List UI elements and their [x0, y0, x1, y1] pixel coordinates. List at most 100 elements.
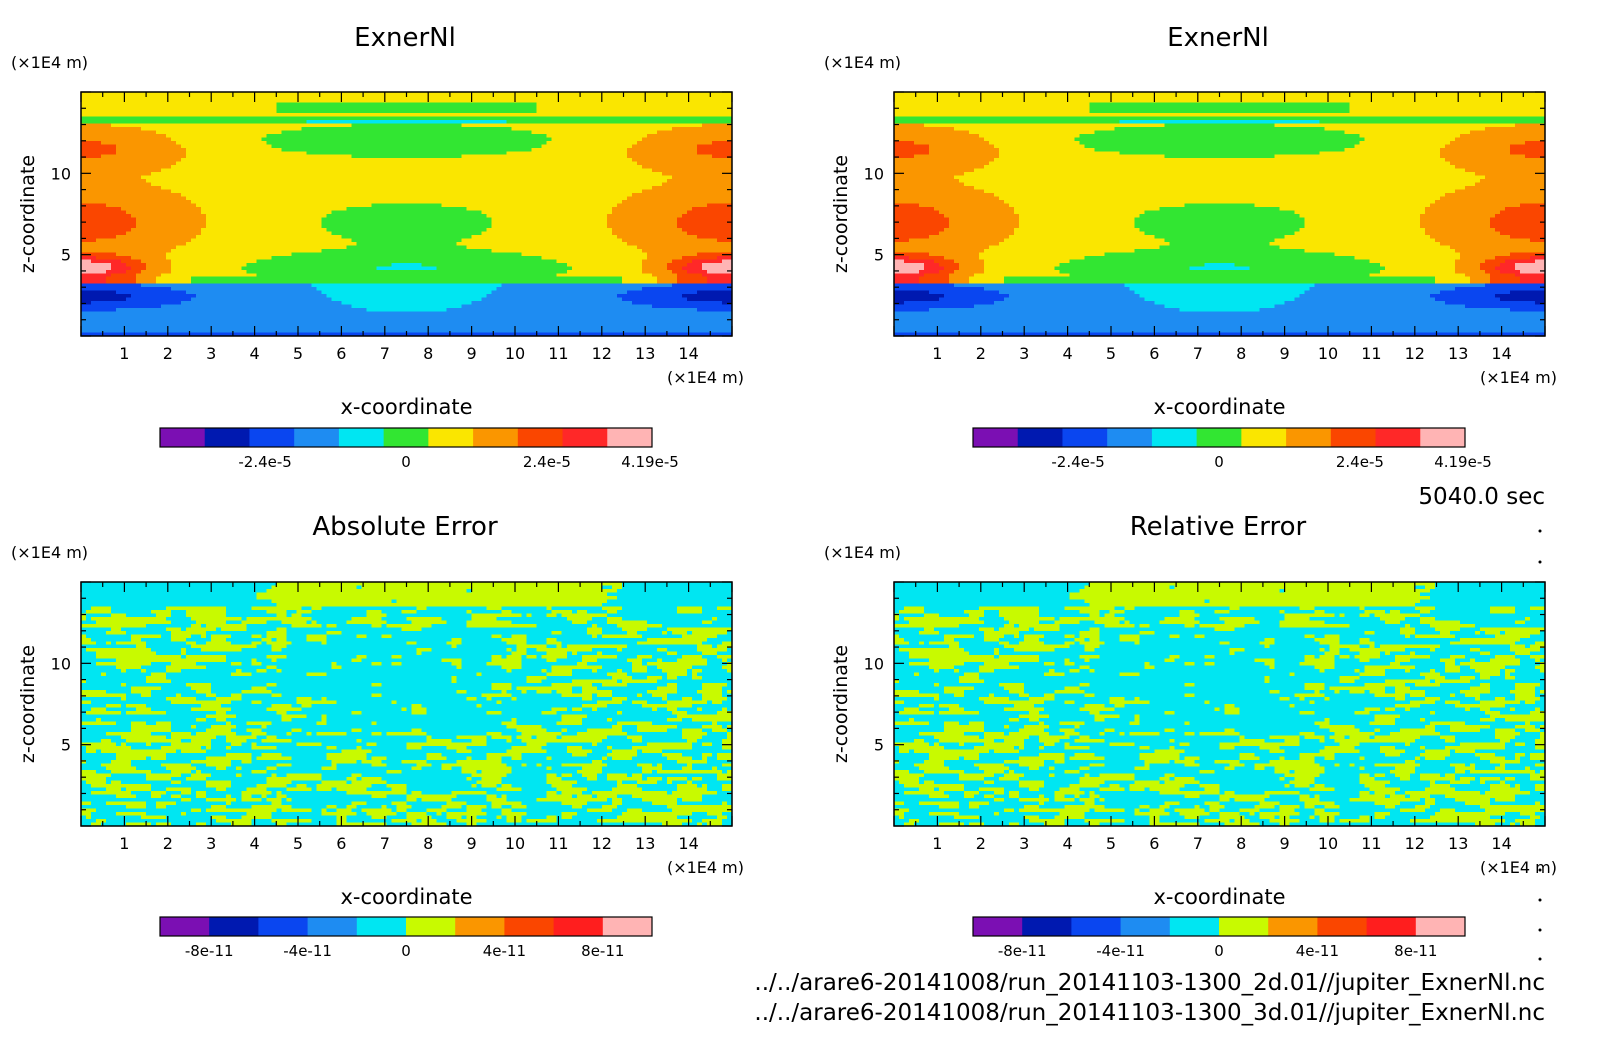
heatmap-cell — [1364, 683, 1406, 688]
heatmap-cell — [566, 651, 573, 656]
heatmap-cell — [1269, 749, 1286, 754]
heatmap-cell — [171, 735, 217, 740]
heatmap-cell — [1234, 745, 1261, 750]
heatmap-cell — [321, 641, 327, 646]
heatmap-cell — [656, 679, 733, 684]
heatmap-cell — [691, 207, 733, 212]
heatmap-cell — [1509, 738, 1536, 743]
heatmap-cell — [676, 759, 708, 764]
heatmap-cell — [1324, 634, 1341, 639]
heatmap-cell — [1469, 780, 1481, 785]
heatmap-cell — [1089, 808, 1095, 813]
heatmap-cell — [969, 276, 1005, 281]
heatmap-cell — [641, 773, 718, 778]
heatmap-cell — [1044, 759, 1055, 764]
heatmap-cell — [1489, 276, 1521, 281]
heatmap-cell — [221, 704, 272, 709]
heatmap-cell — [556, 613, 563, 618]
heatmap-cell — [431, 815, 448, 820]
heatmap-cell — [969, 805, 980, 810]
heatmap-cell — [894, 585, 1085, 590]
heatmap-cell — [1354, 724, 1426, 729]
heatmap-cell — [1499, 297, 1546, 302]
heatmap-cell — [556, 710, 618, 716]
heatmap-cell — [616, 595, 733, 601]
heatmap-cell — [421, 704, 478, 709]
heatmap-cell — [81, 203, 107, 208]
heatmap-cell — [1474, 172, 1546, 177]
heatmap-cell — [541, 763, 563, 768]
heatmap-cell — [999, 627, 1030, 632]
heatmap-cell — [526, 805, 573, 810]
heatmap-cell — [1254, 763, 1321, 768]
heatmap-cell — [1164, 728, 1176, 733]
heatmap-cell — [491, 683, 513, 688]
heatmap-cell — [1379, 616, 1406, 621]
heatmap-cell — [471, 756, 488, 761]
heatmap-cell — [1479, 780, 1486, 785]
heatmap-cell — [686, 780, 693, 785]
heatmap-cell — [676, 690, 698, 695]
heatmap-cell — [366, 308, 448, 313]
heatmap-cell — [416, 819, 423, 824]
heatmap-cell — [1064, 742, 1070, 747]
chart-title: ExnerNl — [1167, 23, 1269, 53]
heatmap-cell — [1029, 710, 1040, 716]
x-tick-label: 5 — [1106, 344, 1116, 363]
heatmap-cell — [371, 623, 383, 628]
heatmap-cell — [421, 651, 513, 656]
heatmap-cell — [1174, 710, 1226, 716]
heatmap-cell — [1399, 630, 1416, 635]
heatmap-cell — [456, 735, 488, 740]
heatmap-cell — [1064, 822, 1090, 827]
heatmap-cell — [426, 808, 448, 813]
heatmap-cell — [1039, 815, 1055, 820]
heatmap-cell — [81, 318, 733, 323]
heatmap-cell — [1379, 707, 1386, 712]
heatmap-cell — [396, 700, 498, 705]
heatmap-cell — [81, 731, 107, 736]
heatmap-cell — [81, 801, 92, 806]
heatmap-cell — [81, 248, 172, 253]
heatmap-cell — [909, 819, 920, 824]
heatmap-cell — [994, 193, 1446, 198]
heatmap-cell — [1394, 805, 1416, 810]
heatmap-cell — [894, 276, 920, 281]
heatmap-cell — [641, 808, 673, 813]
heatmap-cell — [1534, 801, 1541, 806]
heatmap-cell — [1449, 630, 1476, 635]
heatmap-cell — [621, 238, 718, 243]
heatmap-cell — [1449, 728, 1481, 733]
heatmap-cell — [924, 613, 940, 618]
heatmap-cell — [1044, 745, 1065, 750]
heatmap-cell — [231, 780, 267, 785]
heatmap-cell — [1014, 745, 1020, 750]
heatmap-cell — [1359, 794, 1386, 799]
heatmap-cell — [586, 752, 608, 757]
heatmap-cell — [141, 693, 152, 698]
heatmap-cell — [526, 819, 558, 824]
heatmap-cell — [226, 794, 232, 799]
heatmap-cell — [894, 220, 950, 226]
colorbar-tick-label: 8e-11 — [1394, 942, 1437, 960]
heatmap-cell — [546, 791, 558, 796]
heatmap-cell — [106, 269, 127, 274]
heatmap-cell — [1444, 669, 1461, 674]
heatmap-cell — [361, 585, 603, 590]
heatmap-cell — [586, 808, 613, 813]
heatmap-cell — [81, 794, 117, 799]
heatmap-cell — [601, 665, 633, 670]
heatmap-cell — [141, 665, 167, 670]
heatmap-cell — [894, 644, 950, 649]
heatmap-cell — [681, 731, 708, 736]
heatmap-cell — [431, 735, 458, 740]
heatmap-cell — [656, 276, 678, 281]
heatmap-cell — [1439, 658, 1456, 663]
heatmap-cell — [241, 759, 252, 764]
heatmap-cell — [721, 700, 733, 705]
heatmap-cell — [266, 133, 548, 138]
heatmap-cell — [231, 742, 242, 747]
heatmap-cell — [1419, 616, 1436, 621]
heatmap-cell — [506, 669, 513, 674]
heatmap-cell — [681, 766, 693, 771]
